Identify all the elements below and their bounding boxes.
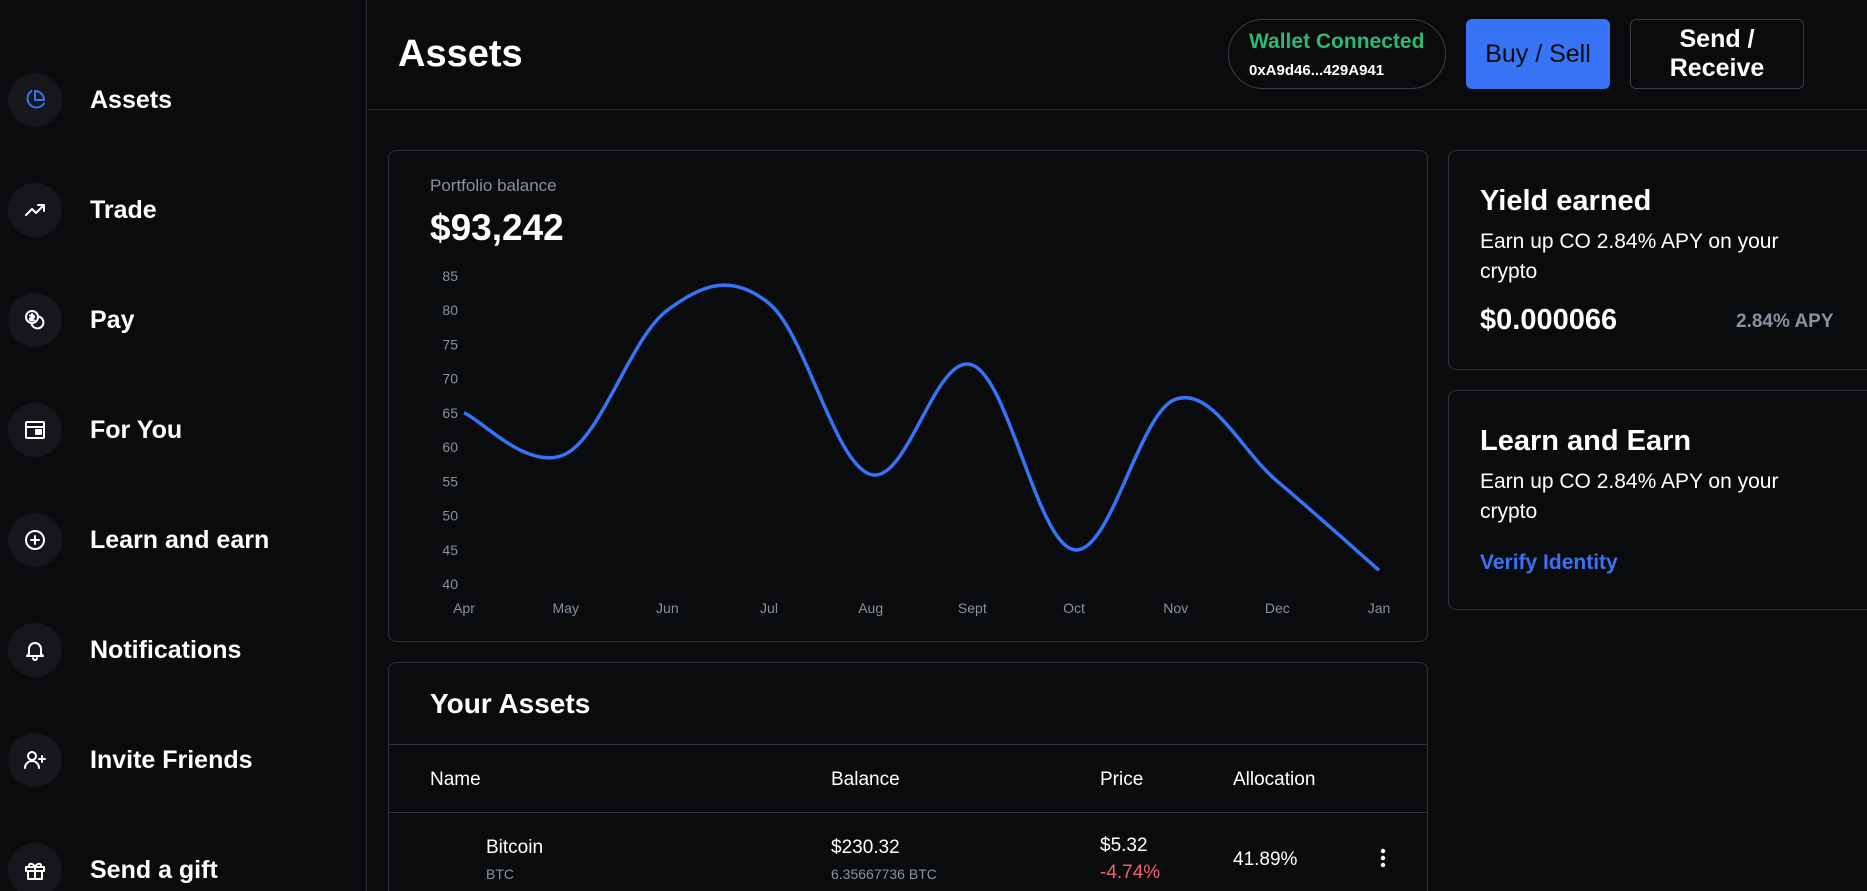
- wallet-status: Wallet Connected: [1249, 30, 1425, 53]
- y-tick-label: 50: [442, 508, 458, 524]
- yield-title: Yield earned: [1480, 185, 1652, 217]
- sidebar-item-for-you[interactable]: For You: [8, 400, 348, 460]
- learn-title: Learn and Earn: [1480, 425, 1692, 457]
- user-plus-icon: [8, 733, 62, 787]
- sidebar-item-label: Assets: [90, 85, 172, 114]
- portfolio-label: Portfolio balance: [430, 176, 557, 195]
- sidebar-item-label: Learn and earn: [90, 525, 270, 554]
- yield-value: $0.000066: [1480, 304, 1618, 336]
- x-tick-label: Oct: [1063, 600, 1085, 616]
- y-tick-label: 65: [442, 405, 458, 421]
- column-header-allocation[interactable]: Allocation: [1233, 769, 1316, 790]
- column-header-balance[interactable]: Balance: [831, 769, 900, 790]
- asset-price: $5.32: [1100, 835, 1148, 856]
- sidebar-item-trade[interactable]: Trade: [8, 180, 348, 240]
- sidebar-item-label: Send a gift: [90, 855, 218, 884]
- column-header-name[interactable]: Name: [430, 769, 481, 790]
- verify-identity-link[interactable]: Verify Identity: [1480, 551, 1618, 574]
- wallet-address: 0xA9d46...429A941: [1249, 62, 1385, 79]
- sidebar-item-label: Trade: [90, 195, 157, 224]
- sidebar: Assets Trade Pay For Yo: [0, 0, 367, 891]
- x-tick-label: Nov: [1163, 600, 1188, 616]
- y-tick-label: 85: [442, 268, 458, 284]
- learn-description: Earn up CO 2.84% APY on your crypto: [1480, 470, 1779, 523]
- sidebar-item-invite-friends[interactable]: Invite Friends: [8, 730, 348, 790]
- bell-icon: [8, 623, 62, 677]
- browser-icon: [8, 403, 62, 457]
- y-tick-label: 70: [442, 371, 458, 387]
- pie-chart-icon: [8, 73, 62, 127]
- y-tick-label: 75: [442, 336, 458, 352]
- sidebar-item-label: Pay: [90, 305, 135, 334]
- portfolio-value: $93,242: [430, 207, 564, 248]
- x-tick-label: Jan: [1368, 600, 1391, 616]
- sidebar-item-label: Invite Friends: [90, 745, 253, 774]
- table-row[interactable]: Bitcoin BTC $230.32 6.35667736 BTC $5.32…: [389, 813, 1427, 891]
- wallet-status-pill[interactable]: Wallet Connected 0xA9d46...429A941: [1228, 19, 1446, 89]
- coins-icon: [8, 293, 62, 347]
- sidebar-item-label: For You: [90, 415, 183, 444]
- y-tick-label: 80: [442, 302, 458, 318]
- asset-price-change: -4.74%: [1100, 862, 1161, 883]
- sidebar-item-assets[interactable]: Assets: [8, 70, 348, 130]
- sidebar-item-send-a-gift[interactable]: Send a gift: [8, 840, 348, 891]
- x-tick-label: Aug: [858, 600, 883, 616]
- x-tick-label: Apr: [453, 600, 475, 616]
- x-tick-label: Jun: [656, 600, 679, 616]
- buy-sell-button[interactable]: Buy / Sell: [1466, 19, 1610, 89]
- series-line: [463, 283, 1381, 572]
- sidebar-item-pay[interactable]: Pay: [8, 290, 348, 350]
- yield-apy: 2.84% APY: [1736, 311, 1834, 332]
- send-receive-button[interactable]: Send / Receive: [1630, 19, 1804, 89]
- asset-symbol: BTC: [486, 866, 514, 882]
- y-tick-label: 40: [442, 576, 458, 592]
- sidebar-item-learn-and-earn[interactable]: Learn and earn: [8, 510, 348, 570]
- x-tick-label: Sept: [958, 600, 987, 616]
- portfolio-card: Portfolio balance $93,242 85 80 75 70 65 60 55…: [388, 150, 1428, 642]
- asset-allocation: 41.89%: [1233, 849, 1298, 870]
- sidebar-item-notifications[interactable]: Notifications: [8, 620, 348, 680]
- gift-icon: [8, 843, 62, 891]
- y-tick-label: 45: [442, 542, 458, 558]
- learn-and-earn-card: Learn and Earn Earn up CO 2.84% APY on y…: [1448, 390, 1867, 610]
- x-tick-label: Jul: [760, 600, 778, 616]
- more-options-icon[interactable]: [1373, 843, 1393, 873]
- asset-balance-crypto: 6.35667736 BTC: [831, 866, 937, 882]
- portfolio-chart: 85 80 75 70 65 60 55 50 45 40 Apr May Jun Jul Aug Sept O…: [442, 268, 1391, 616]
- x-tick-label: May: [552, 600, 578, 616]
- sidebar-item-label: Notifications: [90, 635, 242, 664]
- asset-name: Bitcoin: [486, 837, 544, 858]
- trending-up-icon: [8, 183, 62, 237]
- assets-title: Your Assets: [430, 688, 591, 719]
- asset-balance: $230.32: [831, 837, 900, 858]
- yield-description: Earn up CO 2.84% APY on your crypto: [1480, 230, 1779, 283]
- yield-card: Yield earned Earn up CO 2.84% APY on you…: [1448, 150, 1867, 370]
- assets-card: Your Assets Name Balance Price Allocatio…: [388, 662, 1428, 891]
- y-tick-label: 55: [442, 473, 458, 489]
- page-title: Assets: [398, 33, 523, 75]
- y-tick-label: 60: [442, 439, 458, 455]
- x-tick-label: Dec: [1265, 600, 1290, 616]
- column-header-price[interactable]: Price: [1100, 769, 1144, 790]
- assets-table-header: Name Balance Price Allocation: [389, 744, 1427, 813]
- plus-circle-icon: [8, 513, 62, 567]
- top-header: Assets Wallet Connected 0xA9d46...429A94…: [368, 0, 1867, 110]
